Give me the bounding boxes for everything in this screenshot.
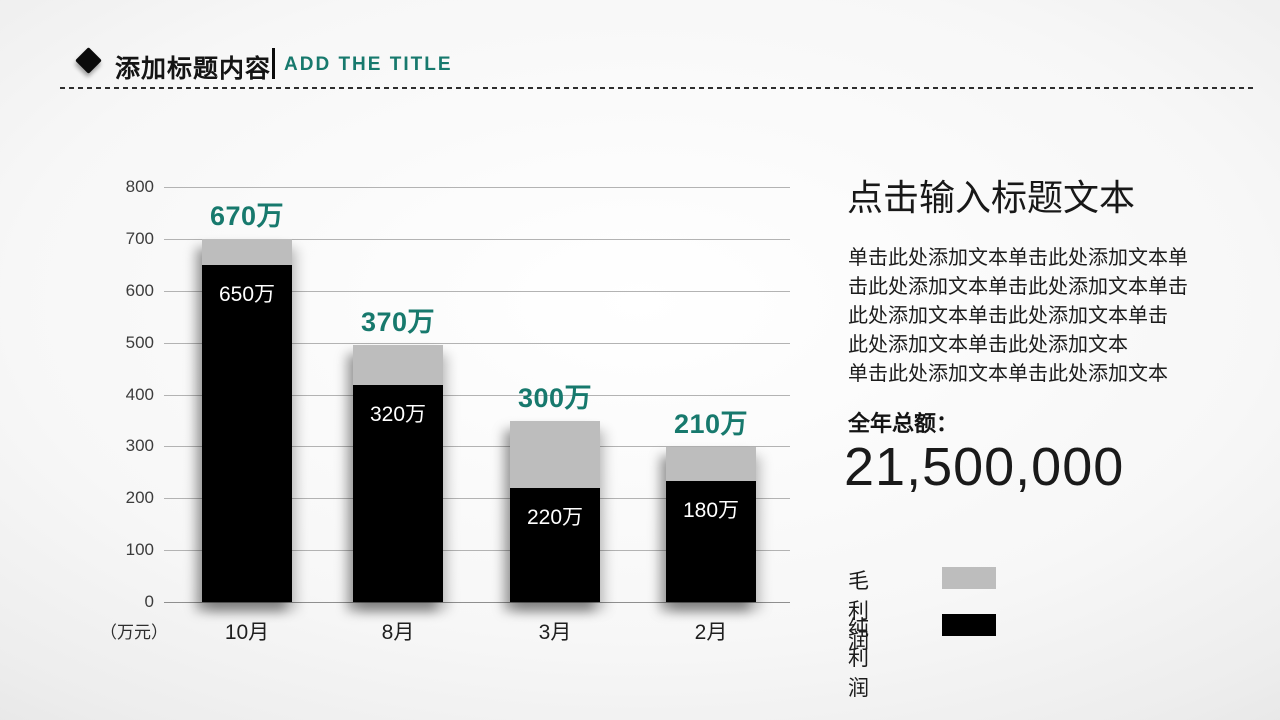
bar-net-segment [202,264,292,602]
gridline-200 [164,498,790,500]
panel-body: 单击此处添加文本单击此处添加文本单 击此处添加文本单击此处添加文本单击 此处添加文本… [848,244,1228,389]
gridline-400 [164,394,790,396]
bar-net-segment [666,481,756,602]
panel-title: 点击输入标题文本 [847,177,1136,218]
gridline-600 [164,290,790,292]
bar-net-label: 320万 [369,403,427,427]
total-caption: 全年总额： [848,411,959,436]
bar-net-segment [353,385,443,602]
header-dashed-line [60,87,1256,89]
header-divider [272,48,275,79]
header-title-en: ADD THE TITLE [284,54,453,75]
y-tick-label: 400 [125,384,154,404]
bar-group: 650万 [202,238,292,602]
body-line: 单击此处添加文本单击此处添加文本单 [848,247,1188,269]
bar-group: 180万 [666,447,756,602]
category-label: 10月 [224,621,270,644]
bar-net-segment [510,488,600,602]
plot-area: 800 700 600 500 400 300 200 100 0 650万 670万 10月 320万… [126,177,790,644]
legend-swatch [942,567,996,589]
bar-total-label: 370万 [360,307,436,338]
y-tick-label: 300 [125,436,154,456]
y-tick-label: 500 [125,332,154,352]
bar-group: 220万 [510,420,600,602]
category-label: 8月 [381,621,415,644]
y-tick-label: 600 [125,280,154,300]
gridline-800 [164,187,790,188]
body-line: 此处添加文本单击此处添加文本 [848,334,1128,356]
category-label: 2月 [694,621,728,644]
bar-net-label: 220万 [526,506,584,530]
bar-net-label: 650万 [218,282,276,306]
bar-total-label: 670万 [209,200,285,231]
y-tick-label: 200 [125,488,154,508]
gridline-500 [164,342,790,344]
header-diamond-icon [75,47,102,74]
bar-net-label: 180万 [682,499,740,523]
y-tick-label: 100 [125,540,154,560]
bar-total-label: 210万 [673,409,749,440]
header-title-cn: 添加标题内容 [115,55,272,83]
bar-total-label: 300万 [517,382,593,413]
total-value: 21,500,000 [844,437,1125,497]
gridline-100 [164,550,790,552]
y-tick-label: 700 [125,228,154,248]
gridline-700 [164,238,790,240]
bar-group: 320万 [353,345,443,602]
body-line: 此处添加文本单击此处添加文本单击 [848,305,1168,327]
category-label: 3月 [538,621,572,644]
legend-swatch [942,614,996,636]
axis-unit-label: （万元） [100,623,168,642]
legend-label: 纯利润 [848,617,869,700]
legend-label: 毛利润 [848,570,869,653]
body-line: 击此处添加文本单击此处添加文本单击 [848,276,1188,298]
y-tick-label: 0 [144,592,154,611]
gridline-300 [164,446,790,448]
body-line: 单击此处添加文本单击此处添加文本 [848,363,1168,385]
gridline-0 [164,602,790,603]
y-tick-label: 800 [125,177,154,196]
